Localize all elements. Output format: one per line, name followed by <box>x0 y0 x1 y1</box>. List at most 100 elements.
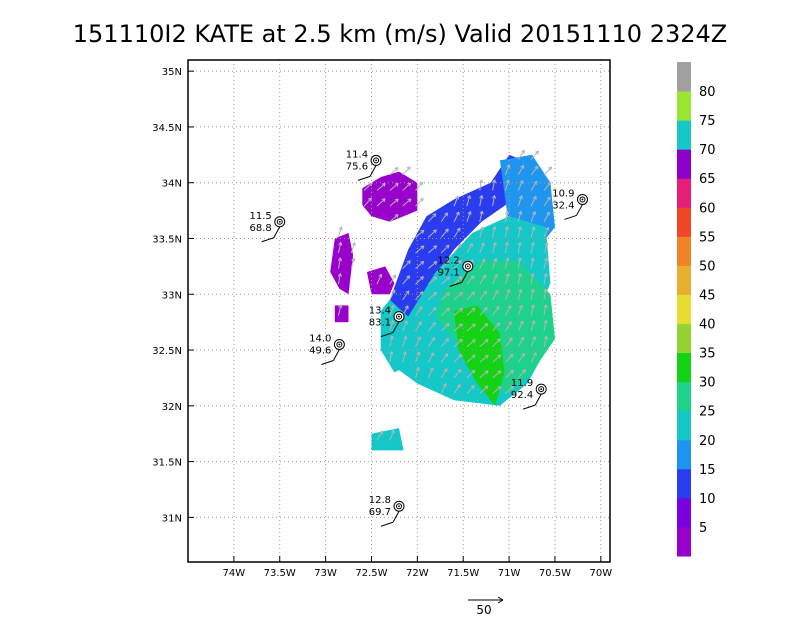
wind-vector-head <box>534 165 539 170</box>
wind-vector <box>517 226 521 238</box>
wind-vector <box>492 195 495 207</box>
wind-vector-head <box>432 229 437 234</box>
station-dot <box>398 505 400 508</box>
region-purple-small <box>334 305 349 323</box>
wind-vector <box>440 228 449 238</box>
wind-vector-head <box>518 288 523 293</box>
wind-vector-head <box>378 273 383 278</box>
colorbar-label: 80 <box>699 85 716 100</box>
wind-vector <box>440 260 450 269</box>
wind-vector-head <box>535 150 539 155</box>
y-tick-label: 35N <box>162 67 182 78</box>
wind-vector-head <box>445 260 450 265</box>
wind-vector <box>530 180 538 191</box>
wind-vector-head <box>432 291 437 296</box>
wind-vector <box>530 336 536 347</box>
wind-vector <box>466 307 476 316</box>
wind-vector-head <box>391 289 396 294</box>
wind-vector <box>440 212 448 223</box>
vector-scale-label: 50 <box>476 603 491 617</box>
wind-vector <box>530 352 537 363</box>
wind-vector <box>492 338 501 348</box>
wind-vector-head <box>458 276 463 281</box>
wind-vector-head <box>389 351 394 355</box>
wind-vector-head <box>469 243 473 247</box>
chart-title: 151110I2 KATE at 2.5 km (m/s) Valid 2015… <box>73 20 727 48</box>
wind-vector-head <box>471 307 476 312</box>
wind-vector-head <box>457 243 462 248</box>
wind-vector <box>415 351 420 363</box>
plot-frame <box>187 59 611 563</box>
wind-vector-head <box>458 307 463 312</box>
wind-vector <box>402 166 411 176</box>
colorbar-label: 15 <box>699 463 716 478</box>
wind-vector-head <box>390 304 395 309</box>
wind-vector-head <box>548 166 553 171</box>
y-tick-label: 33.5N <box>152 234 182 245</box>
wind-vector-head <box>390 320 395 325</box>
wind-vector-head <box>405 290 410 295</box>
vector-scale-arrowhead <box>497 596 504 604</box>
y-tick-label: 34N <box>162 179 182 190</box>
wind-vector-head <box>420 260 425 265</box>
wind-vector-head <box>531 320 536 325</box>
colorbar-segment <box>677 439 691 470</box>
wind-barb-flag <box>564 214 577 220</box>
colorbar-label: 40 <box>699 318 716 333</box>
wind-vector-head <box>510 385 515 390</box>
wind-vector <box>479 242 485 254</box>
wind-vector-head <box>469 259 474 264</box>
wind-vector <box>517 289 522 300</box>
wind-vector-head <box>544 242 549 247</box>
wind-vector <box>543 273 547 285</box>
station-ring-inner <box>396 313 402 320</box>
wind-vector <box>530 257 534 269</box>
colorbar-segment <box>677 497 691 528</box>
wind-vector-head <box>420 245 425 250</box>
wind-vector-head <box>458 323 463 328</box>
wind-vector <box>543 166 552 176</box>
station-direction-label: 83.1 <box>369 318 391 329</box>
wind-vector-head <box>455 211 460 216</box>
wind-vector <box>479 179 483 191</box>
station-dot <box>375 159 377 162</box>
wind-vector-head <box>433 261 438 265</box>
wind-vector <box>492 258 497 269</box>
x-tick-label: 72W <box>406 568 429 579</box>
wind-vector <box>427 322 436 332</box>
colorbar-label: 5 <box>699 521 707 536</box>
wind-vector <box>466 291 475 301</box>
colorbar-label: 30 <box>699 376 716 391</box>
wind-vector <box>517 273 522 285</box>
wind-vector <box>504 179 509 191</box>
wind-vector <box>517 304 523 316</box>
wind-vector <box>517 195 523 207</box>
wind-vector <box>453 323 463 332</box>
wind-vector-head <box>456 384 461 388</box>
wind-vector-head <box>407 182 412 187</box>
region-cyan-south <box>371 428 404 451</box>
wind-vector-head <box>442 383 447 388</box>
station-speed-label: 11.4 <box>346 149 368 160</box>
x-tick-label: 73W <box>314 568 337 579</box>
y-tick-label: 31.5N <box>152 458 182 469</box>
wind-vector-head <box>497 354 502 359</box>
station-speed-label: 12.2 <box>438 255 460 266</box>
wind-vector-head <box>509 353 514 358</box>
wind-vector-head <box>531 226 536 231</box>
wind-vector <box>543 196 551 207</box>
wind-vector-head <box>403 320 408 325</box>
wind-vector-head <box>445 244 450 249</box>
wind-vector <box>389 274 397 285</box>
wind-vector-head <box>546 211 550 216</box>
x-tick-label: 70.5W <box>539 568 571 579</box>
wind-vector-head <box>532 352 537 357</box>
wind-vector <box>376 198 386 207</box>
wind-vector <box>466 385 475 394</box>
wind-vector-head <box>404 305 409 310</box>
wind-vector-head <box>351 242 356 247</box>
colorbar-label: 50 <box>699 259 716 274</box>
wind-vector <box>492 290 499 301</box>
wind-vector <box>543 227 549 238</box>
